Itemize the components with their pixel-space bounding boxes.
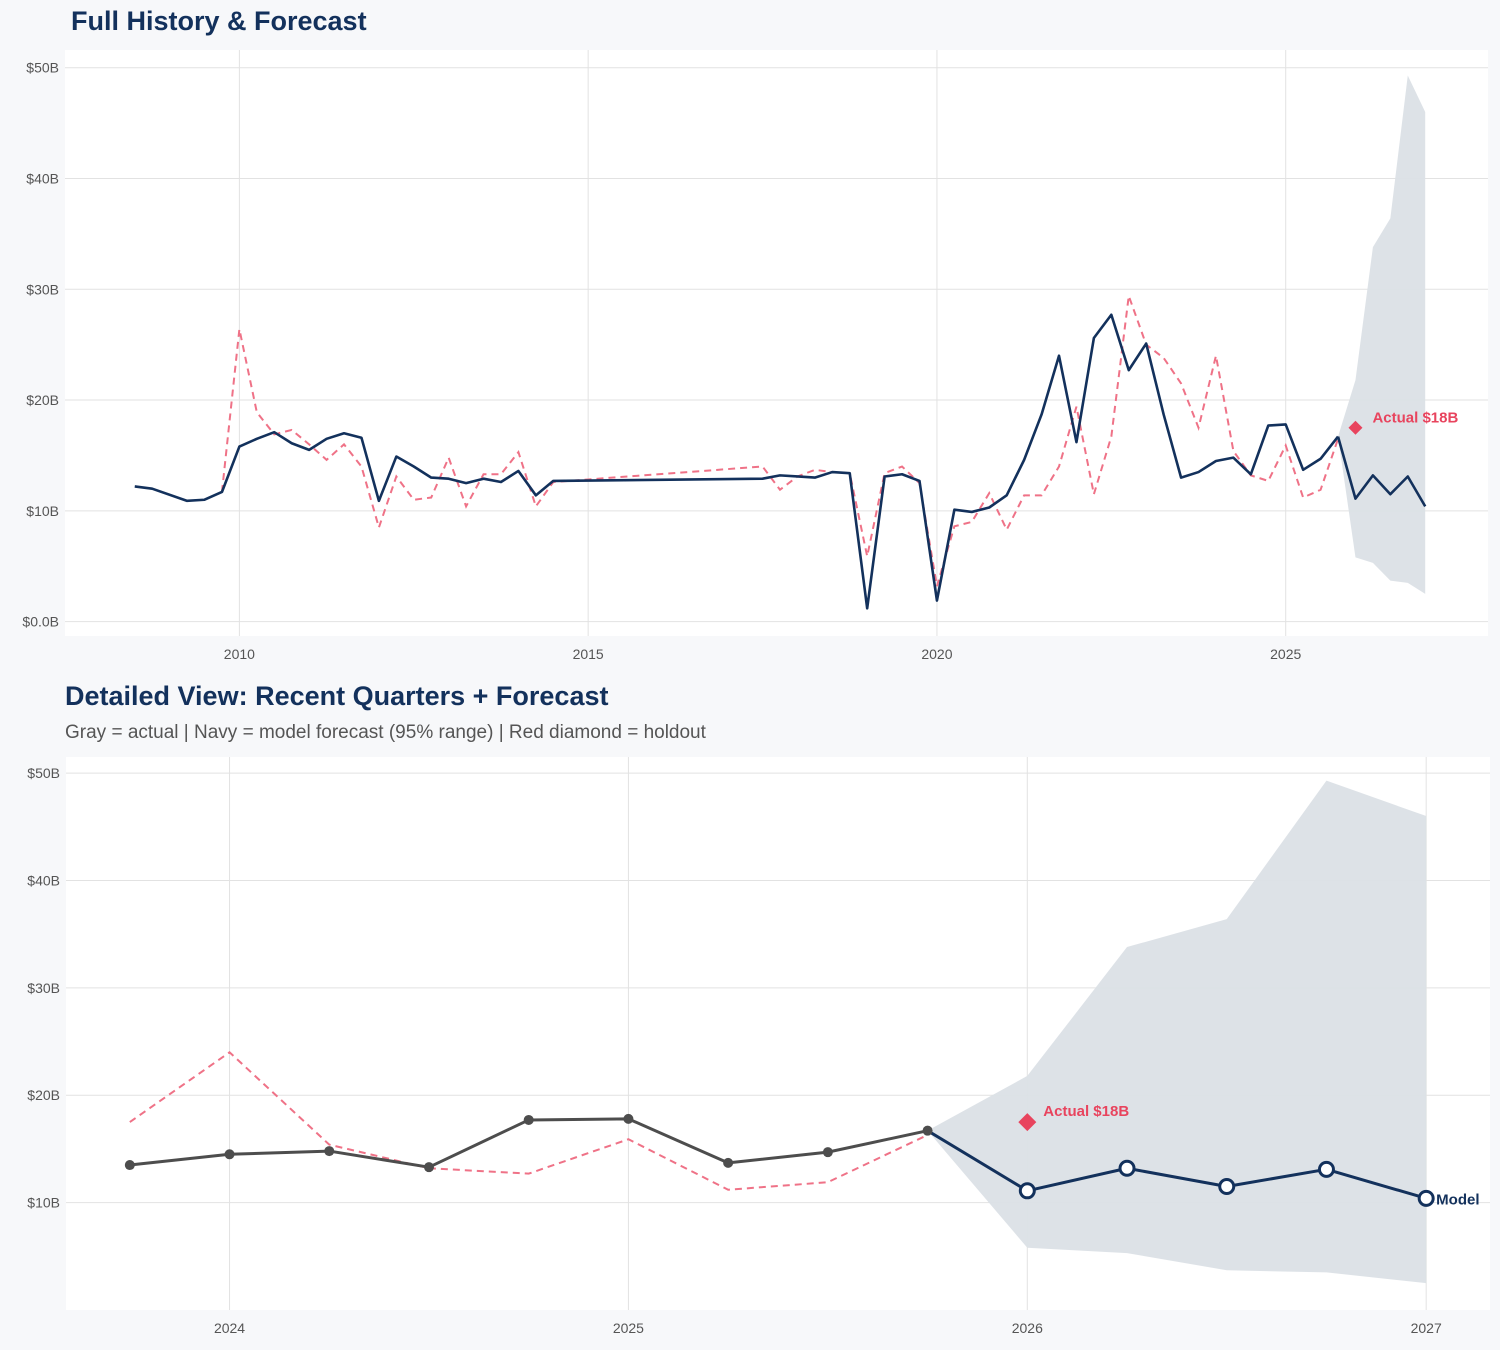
y-tick-label: $30B	[26, 281, 59, 297]
forecast-point	[1317, 1160, 1335, 1178]
forecast-95-band	[927, 780, 1427, 1284]
holdout-diamond	[1018, 1113, 1037, 1132]
forecast-point	[1018, 1182, 1036, 1200]
forecast-line	[926, 1129, 1427, 1200]
forecast-point	[1218, 1178, 1236, 1196]
y-tick-label: $30B	[27, 980, 60, 996]
x-tick-label: 2026	[1012, 1320, 1043, 1336]
forecast-point	[1417, 1189, 1435, 1207]
full-history-chart: $0.0B $10B $20B $30B $40B $50B 2010 2015 2020 202…	[22, 50, 1488, 662]
forecast-end-label: Model	[1436, 1191, 1479, 1208]
actual-line	[134, 313, 1340, 610]
forecast-line	[1336, 436, 1427, 508]
forecast-95-band	[1338, 75, 1426, 594]
actual-point	[623, 1113, 634, 1124]
actual-point	[224, 1149, 235, 1160]
y-tick-label: $20B	[26, 392, 59, 408]
y-tick-label: $0.0B	[22, 614, 59, 630]
y-tick-label: $10B	[27, 1195, 60, 1211]
y-tick-label: $50B	[26, 60, 59, 76]
x-tick-label: 2025	[1270, 646, 1301, 662]
x-tick-label: 2025	[613, 1320, 644, 1336]
plot-panel	[66, 757, 1490, 1310]
fitted-dashed-line	[129, 1051, 929, 1191]
y-tick-label: $20B	[27, 1087, 60, 1103]
y-tick-label: $10B	[26, 503, 59, 519]
holdout-label: Actual $18B	[1372, 410, 1458, 427]
holdout-diamond	[1348, 420, 1363, 435]
actual-line	[129, 1117, 928, 1169]
fitted-dashed-line	[220, 295, 1339, 587]
holdout-label: Actual $18B	[1043, 1103, 1129, 1120]
actual-point	[124, 1160, 135, 1171]
actual-point	[922, 1125, 933, 1136]
x-tick-label: 2015	[573, 646, 604, 662]
x-tick-label: 2027	[1411, 1320, 1442, 1336]
plot-panel	[65, 50, 1488, 636]
detail-chart-subtitle: Gray = actual | Navy = model forecast (9…	[65, 722, 706, 743]
y-tick-label: $40B	[26, 170, 59, 186]
y-tick-label: $40B	[27, 872, 60, 888]
x-tick-label: 2024	[214, 1320, 245, 1336]
actual-point	[822, 1147, 833, 1158]
actual-point	[423, 1162, 434, 1173]
actual-point	[523, 1114, 534, 1125]
x-tick-label: 2020	[921, 646, 952, 662]
actual-point	[723, 1157, 734, 1168]
actual-point	[324, 1146, 335, 1157]
forecast-point	[1118, 1159, 1136, 1177]
detail-chart-title: Detailed View: Recent Quarters + Forecas…	[65, 681, 609, 711]
x-tick-label: 2010	[224, 646, 255, 662]
y-tick-label: $50B	[27, 765, 60, 781]
top-chart-title: Full History & Forecast	[71, 6, 367, 36]
